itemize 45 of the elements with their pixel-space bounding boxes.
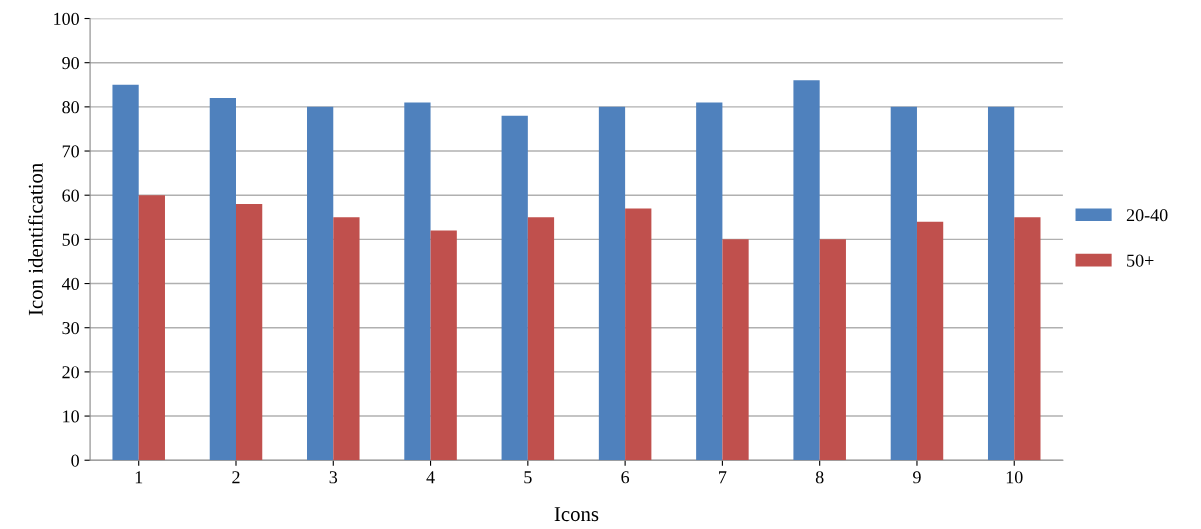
y-tick-label: 80 [62,101,79,114]
bar [987,106,1015,461]
bar [598,106,626,461]
x-tick-label: 10 [1006,471,1023,484]
bar [112,84,139,461]
bar [696,102,723,461]
x-tick-label: 8 [815,471,824,484]
bar [625,208,652,461]
bar [333,217,360,461]
x-axis-title: Icons [554,507,599,522]
x-tick-label: 5 [524,471,532,484]
y-tick-label: 40 [61,277,79,290]
bar [404,102,431,461]
bar [890,106,917,461]
legend-label: 50+ [1127,254,1154,267]
x-tick-label: 7 [719,471,727,484]
y-tick-label: 90 [62,56,79,70]
y-tick-label: 0 [71,454,79,467]
bar [307,106,334,461]
y-tick-label: 20 [62,366,79,379]
x-tick-label: 2 [232,471,240,484]
y-tick-label: 70 [62,145,79,158]
bar [430,230,457,461]
y-tick-label: 50 [62,233,79,246]
bar [501,115,528,461]
legend-label: 20-40 [1126,209,1168,222]
y-tick-label: 100 [54,12,79,25]
bar [722,239,749,461]
bar [819,239,846,461]
x-tick-label: 4 [426,471,435,484]
bar [527,217,555,461]
y-tick-label: 60 [62,189,79,202]
x-tick-label: 6 [621,471,630,484]
x-tick-label: 1 [135,471,143,484]
y-tick-label: 30 [62,321,79,335]
bar [236,204,263,461]
x-tick-label: 9 [913,471,921,484]
bar [209,98,236,461]
bar [138,195,165,461]
bar [1014,217,1041,461]
y-axis-title: Icon identification [27,163,43,316]
x-tick-label: 3 [329,471,338,484]
bar [793,80,820,461]
bar [916,221,944,461]
y-tick-label: 10 [63,410,79,423]
